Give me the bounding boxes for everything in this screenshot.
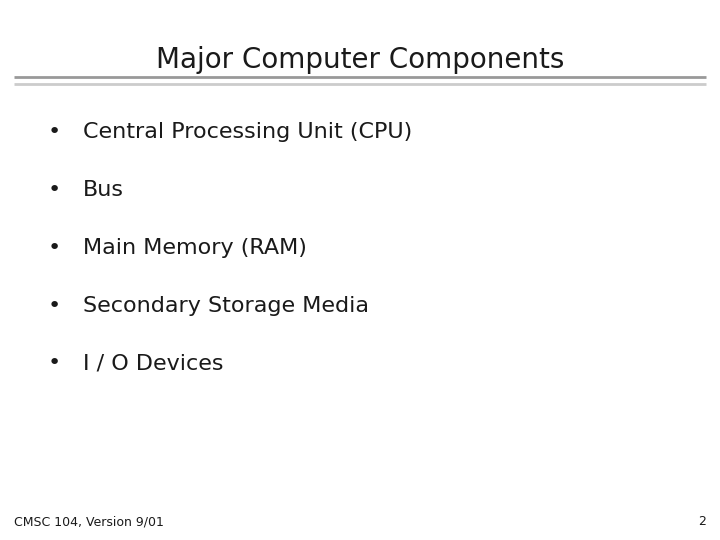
- Text: Main Memory (RAM): Main Memory (RAM): [83, 238, 307, 258]
- Text: Major Computer Components: Major Computer Components: [156, 46, 564, 74]
- Text: •: •: [48, 238, 60, 258]
- Text: •: •: [48, 353, 60, 374]
- Text: Bus: Bus: [83, 180, 124, 200]
- Text: •: •: [48, 180, 60, 200]
- Text: CMSC 104, Version 9/01: CMSC 104, Version 9/01: [14, 515, 164, 528]
- Text: •: •: [48, 295, 60, 316]
- Text: Secondary Storage Media: Secondary Storage Media: [83, 295, 369, 316]
- Text: 2: 2: [698, 515, 706, 528]
- Text: •: •: [48, 122, 60, 143]
- Text: Central Processing Unit (CPU): Central Processing Unit (CPU): [83, 122, 412, 143]
- Text: I / O Devices: I / O Devices: [83, 353, 223, 374]
